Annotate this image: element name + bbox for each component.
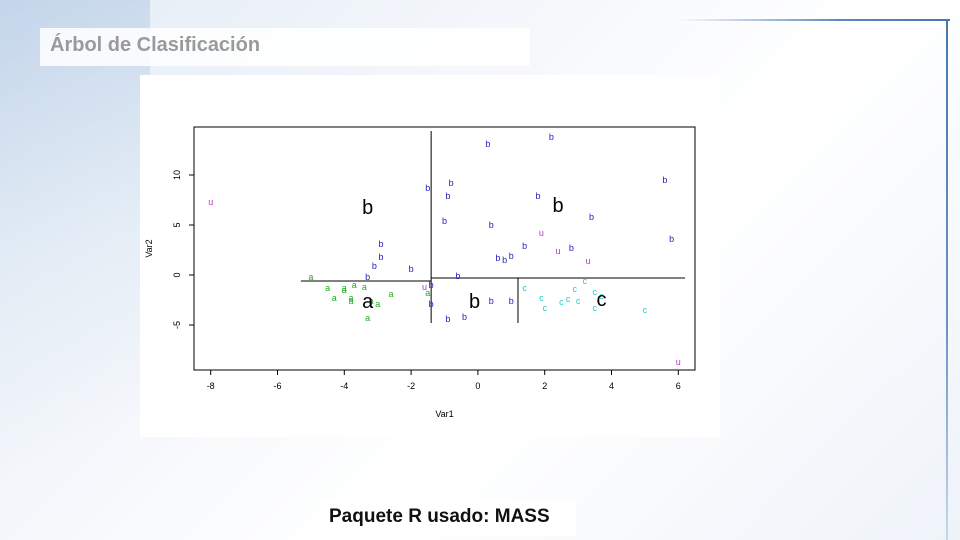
data-point-a: a [342,283,347,293]
data-point-b: b [365,272,370,282]
data-point-a: a [389,289,394,299]
x-tick-label: -8 [207,381,215,391]
x-tick-label: 6 [676,381,681,391]
data-point-b: b [442,216,447,226]
data-point-b: b [495,253,500,263]
data-point-u: u [539,228,544,238]
data-point-c: c [539,293,544,303]
data-point-b: b [449,178,454,188]
data-point-a: a [308,272,313,282]
data-point-c: c [593,287,598,297]
data-point-b: b [509,251,514,261]
x-tick-label: -4 [340,381,348,391]
x-tick-label: -6 [273,381,281,391]
data-point-b: b [429,299,434,309]
data-point-u: u [676,357,681,367]
x-tick-label: -2 [407,381,415,391]
data-point-c: c [573,284,578,294]
data-point-a: a [362,282,367,292]
data-point-c: c [576,296,581,306]
decorative-right-line [946,19,948,540]
decorative-top-line [680,19,950,21]
data-point-a: a [332,293,337,303]
data-point-c: c [599,291,604,301]
data-point-b: b [409,264,414,274]
plot-frame [193,126,696,371]
data-point-c: c [522,283,527,293]
data-point-b: b [549,132,554,142]
title-band [40,28,530,66]
caption-box [320,500,576,536]
data-point-u: u [208,197,213,207]
data-point-a: a [342,285,347,295]
slide-title: Árbol de Clasificación [50,34,261,56]
data-point-a: a [348,296,353,306]
data-point-b: b [489,296,494,306]
data-point-a: a [352,280,357,290]
data-point-b: b [536,191,541,201]
data-point-b: b [485,139,490,149]
data-point-c: c [593,303,598,313]
data-point-b: b [669,234,674,244]
data-point-c: c [643,305,648,315]
region-label-b: b [469,291,480,313]
x-axis-label: Var1 [435,409,453,419]
data-point-a: a [369,296,374,306]
y-axis-label: Var2 [144,239,154,257]
y-tick-label: 10 [172,170,182,180]
data-point-c: c [559,297,564,307]
data-point-b: b [429,280,434,290]
data-point-b: b [522,241,527,251]
x-tick-label: 0 [475,381,480,391]
decorative-background-band [0,0,150,540]
plot-panel: -8 -6 -4 -2 0 2 4 6 -5 0 5 10 Var1 Var2 u b b b b b b b b b b b b b… [140,75,720,437]
data-point-b: b [379,239,384,249]
data-point-b: b [502,255,507,265]
data-point-b: b [589,212,594,222]
caption-text: Paquete R usado: MASS [329,506,550,527]
y-tick-label: -5 [172,321,182,329]
region-label-a: a [362,291,374,313]
y-tick-label: 0 [172,272,182,277]
data-point-b: b [462,312,467,322]
data-point-b: b [445,191,450,201]
data-point-b: b [569,243,574,253]
region-label-b: b [552,195,563,217]
data-point-a: a [365,313,370,323]
data-point-c: c [542,303,547,313]
data-point-u: u [586,256,591,266]
region-label-c: c [596,289,606,311]
data-point-b: b [445,314,450,324]
y-tick-label: 5 [172,222,182,227]
data-point-u: u [422,282,427,292]
data-point-c: c [566,294,571,304]
x-tick-label: 4 [609,381,614,391]
data-point-b: b [489,220,494,230]
data-point-a: a [425,288,430,298]
data-point-a: a [375,299,380,309]
x-tick-label: 2 [542,381,547,391]
data-point-b: b [509,296,514,306]
data-point-a: a [325,283,330,293]
data-point-u: u [556,246,561,256]
region-label-b: b [362,197,373,219]
data-point-b: b [455,271,460,281]
data-point-b: b [425,183,430,193]
data-point-c: c [583,276,588,286]
data-point-b: b [379,252,384,262]
data-point-a: a [348,293,353,303]
data-point-b: b [372,261,377,271]
data-point-b: b [662,175,667,185]
